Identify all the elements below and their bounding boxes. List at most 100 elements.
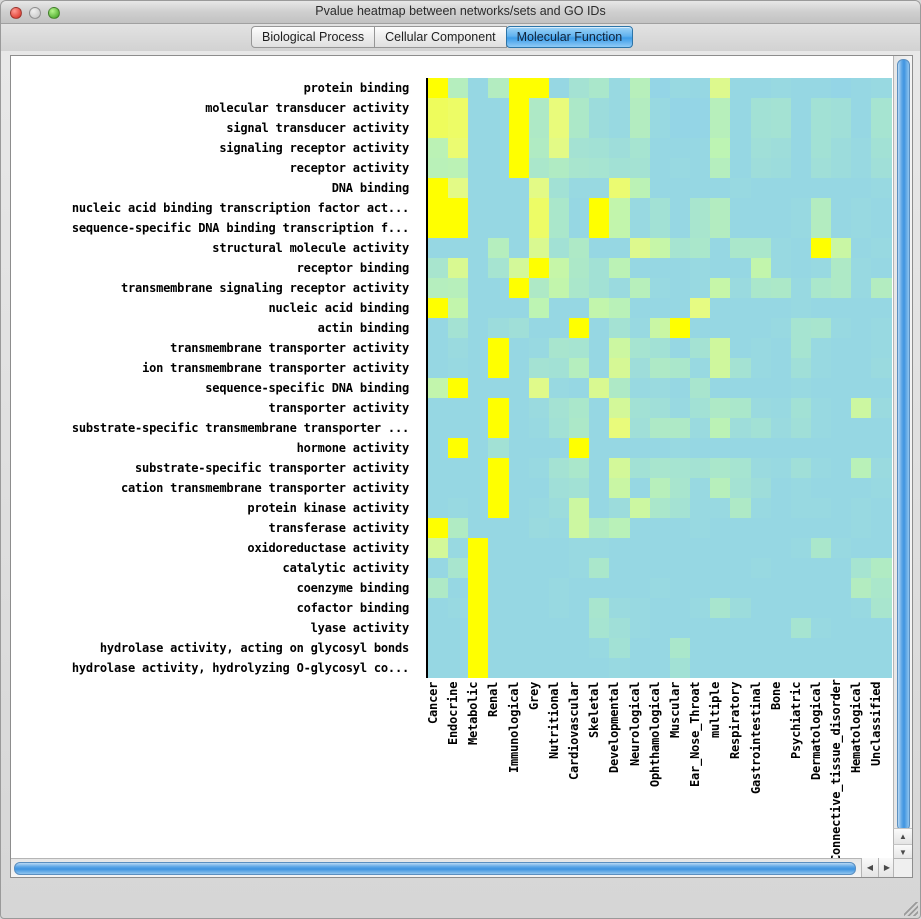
heatmap-cell[interactable] [690, 538, 711, 558]
heatmap-cell[interactable] [468, 178, 489, 198]
heatmap-cell[interactable] [448, 518, 469, 538]
heatmap-cell[interactable] [851, 618, 872, 638]
heatmap-cell[interactable] [851, 278, 872, 298]
heatmap-cell[interactable] [710, 558, 731, 578]
heatmap-cell[interactable] [770, 158, 791, 178]
heatmap-cell[interactable] [831, 378, 852, 398]
heatmap-cell[interactable] [589, 178, 610, 198]
heatmap-cell[interactable] [609, 398, 630, 418]
heatmap-cell[interactable] [831, 558, 852, 578]
heatmap-cell[interactable] [528, 538, 549, 558]
heatmap-cell[interactable] [871, 118, 892, 138]
heatmap-cell[interactable] [548, 298, 570, 318]
heatmap-cell[interactable] [770, 658, 791, 678]
heatmap-cell[interactable] [508, 418, 529, 438]
heatmap-cell[interactable] [710, 438, 731, 458]
heatmap-cell[interactable] [629, 358, 650, 378]
heatmap-cell[interactable] [569, 258, 590, 278]
heatmap-cell[interactable] [730, 658, 751, 678]
heatmap-cell[interactable] [730, 338, 751, 358]
scroll-up-icon[interactable]: ▲ [893, 828, 912, 844]
heatmap-cell[interactable] [851, 78, 872, 98]
zoom-window-icon[interactable] [48, 7, 60, 19]
heatmap-cell[interactable] [831, 458, 852, 478]
heatmap-cell[interactable] [790, 218, 811, 238]
heatmap-cell[interactable] [609, 178, 630, 198]
heatmap-cell[interactable] [810, 458, 832, 478]
heatmap-cell[interactable] [790, 438, 811, 458]
heatmap-cell[interactable] [609, 318, 630, 338]
heatmap-cell[interactable] [468, 278, 489, 298]
heatmap-cell[interactable] [508, 78, 529, 98]
heatmap-cell[interactable] [690, 78, 711, 98]
heatmap-cell[interactable] [508, 158, 529, 178]
heatmap-cell[interactable] [589, 378, 610, 398]
heatmap-cell[interactable] [690, 578, 711, 598]
heatmap-cell[interactable] [508, 478, 529, 498]
heatmap-cell[interactable] [710, 258, 731, 278]
heatmap-cell[interactable] [730, 198, 751, 218]
heatmap-cell[interactable] [790, 618, 811, 638]
heatmap-cell[interactable] [770, 418, 791, 438]
heatmap-cell[interactable] [448, 138, 469, 158]
heatmap-cell[interactable] [710, 218, 731, 238]
heatmap-cell[interactable] [528, 258, 549, 278]
heatmap-cell[interactable] [750, 278, 771, 298]
heatmap-cell[interactable] [428, 418, 449, 438]
heatmap-cell[interactable] [629, 178, 650, 198]
heatmap-cell[interactable] [589, 258, 610, 278]
heatmap-cell[interactable] [750, 438, 771, 458]
heatmap-cell[interactable] [810, 378, 832, 398]
heatmap-cell[interactable] [528, 178, 549, 198]
heatmap-cell[interactable] [710, 398, 731, 418]
heatmap-cell[interactable] [488, 538, 509, 558]
heatmap-cell[interactable] [649, 98, 670, 118]
heatmap-cell[interactable] [609, 198, 630, 218]
heatmap-cell[interactable] [831, 598, 852, 618]
heatmap-cell[interactable] [428, 498, 449, 518]
heatmap-cell[interactable] [750, 178, 771, 198]
heatmap-cell[interactable] [629, 498, 650, 518]
heatmap-cell[interactable] [448, 218, 469, 238]
heatmap-cell[interactable] [770, 198, 791, 218]
heatmap-cell[interactable] [770, 338, 791, 358]
heatmap-cell[interactable] [831, 158, 852, 178]
heatmap-cell[interactable] [690, 458, 711, 478]
heatmap-cell[interactable] [831, 358, 852, 378]
heatmap-cell[interactable] [488, 258, 509, 278]
close-window-icon[interactable] [10, 7, 22, 19]
heatmap-cell[interactable] [609, 118, 630, 138]
heatmap-cell[interactable] [488, 158, 509, 178]
heatmap-cell[interactable] [569, 138, 590, 158]
heatmap-cell[interactable] [488, 438, 509, 458]
heatmap-cell[interactable] [851, 478, 872, 498]
heatmap-cell[interactable] [428, 298, 449, 318]
heatmap-cell[interactable] [730, 598, 751, 618]
heatmap-cell[interactable] [790, 458, 811, 478]
heatmap-cell[interactable] [790, 238, 811, 258]
heatmap-cell[interactable] [730, 218, 751, 238]
horizontal-scrollbar[interactable]: ◀ ▶ [11, 858, 895, 877]
heatmap-cell[interactable] [589, 198, 610, 218]
heatmap-cell[interactable] [770, 398, 791, 418]
heatmap-cell[interactable] [750, 518, 771, 538]
heatmap-cell[interactable] [730, 418, 751, 438]
heatmap-cell[interactable] [609, 598, 630, 618]
heatmap-cell[interactable] [851, 98, 872, 118]
heatmap-cell[interactable] [569, 318, 590, 338]
heatmap-cell[interactable] [831, 258, 852, 278]
heatmap-cell[interactable] [528, 418, 549, 438]
heatmap-cell[interactable] [528, 138, 549, 158]
heatmap-cell[interactable] [428, 378, 449, 398]
heatmap-cell[interactable] [669, 358, 691, 378]
heatmap-cell[interactable] [750, 478, 771, 498]
heatmap-cell[interactable] [669, 198, 691, 218]
heatmap-cell[interactable] [528, 318, 549, 338]
heatmap-cell[interactable] [669, 478, 691, 498]
heatmap-cell[interactable] [508, 318, 529, 338]
heatmap-cell[interactable] [649, 178, 670, 198]
heatmap-cell[interactable] [548, 498, 570, 518]
heatmap-cell[interactable] [448, 78, 469, 98]
heatmap-cell[interactable] [790, 298, 811, 318]
heatmap-cell[interactable] [468, 358, 489, 378]
